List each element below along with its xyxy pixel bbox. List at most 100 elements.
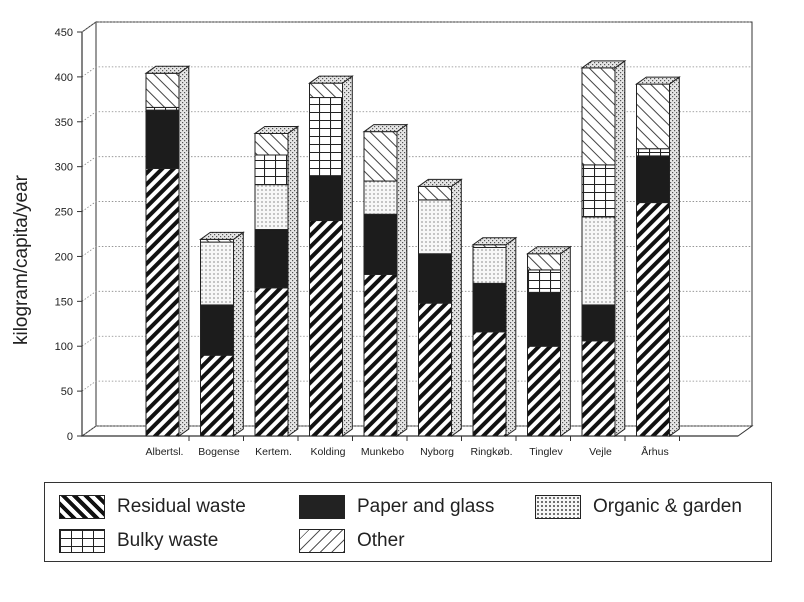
bar-stack-3 [253, 125, 300, 437]
y-gridline [81, 290, 752, 302]
x-tick-label: Kolding [310, 446, 345, 458]
bar-segment [254, 154, 289, 186]
bar-stack-5 [362, 123, 409, 437]
bar-stack-2 [198, 231, 245, 437]
bar-segment [363, 273, 398, 437]
bar-segment [200, 304, 234, 356]
legend-swatch-other [299, 529, 345, 553]
bar-segment [254, 229, 289, 289]
bar-segment [636, 83, 670, 150]
legend-label-other: Other [357, 530, 405, 551]
bar-segment [309, 175, 343, 222]
legend-item-bulky: Bulky waste [59, 529, 218, 553]
legend-item-residual: Residual waste [59, 495, 246, 519]
bar-top-face [580, 60, 627, 69]
bar-segment [418, 302, 452, 437]
bar-segment [472, 331, 507, 437]
bar-top-face [525, 246, 572, 255]
bar-top-face [416, 178, 463, 187]
bar-segment [309, 82, 343, 99]
bar-segment [527, 269, 561, 293]
bar-stack-9 [580, 59, 627, 437]
legend-label-bulky: Bulky waste [117, 530, 219, 551]
x-tick-label: Vejle [589, 446, 612, 458]
y-tick-label: 400 [55, 72, 73, 84]
bar-segment [363, 180, 398, 215]
y-tick-label: 0 [67, 431, 73, 443]
x-tick-label: Kertem. [255, 446, 292, 458]
x-tick-label: Albertsl. [146, 446, 184, 458]
y-tick-label: 150 [55, 296, 73, 308]
bar-segment [200, 354, 234, 437]
legend-label-residual: Residual waste [117, 496, 246, 517]
bar-segment [636, 155, 670, 204]
chart-bars [144, 59, 681, 437]
chart-side-wall [81, 21, 97, 437]
bar-segment [254, 184, 289, 231]
bar-side-face [614, 59, 626, 437]
legend-item-paper: Paper and glass [299, 495, 494, 519]
bar-segment [418, 185, 452, 201]
y-tick-label: 450 [55, 27, 73, 39]
y-gridline [81, 425, 752, 437]
bar-segment [200, 241, 234, 306]
bar-segment [636, 202, 670, 437]
bar-segment [472, 246, 507, 284]
legend-label-organic: Organic & garden [593, 496, 742, 517]
bar-segment [418, 253, 452, 304]
bar-top-face [198, 231, 245, 240]
y-gridline [81, 111, 752, 123]
y-gridline [81, 66, 752, 78]
y-tick-label: 100 [55, 341, 73, 353]
bar-stack-4 [307, 75, 354, 437]
bar-segment [527, 291, 561, 347]
bar-segment [581, 216, 616, 306]
bar-segment [254, 132, 289, 156]
y-tick-label: 250 [55, 207, 73, 219]
y-axis-label: kilogram/capita/year [11, 174, 32, 346]
y-tick-label: 200 [55, 251, 73, 263]
x-tick-label: Bogense [198, 446, 240, 458]
bar-side-face [451, 178, 462, 437]
bar-top-face [144, 65, 191, 74]
bar-segment [145, 109, 180, 169]
bar-segment [581, 67, 616, 166]
bar-top-face [634, 76, 681, 85]
bar-side-face [233, 231, 244, 437]
bar-segment [472, 282, 507, 333]
legend-swatch-bulky [59, 529, 105, 553]
x-tick-label: Ringkøb. [470, 446, 512, 458]
bar-segment [581, 164, 616, 218]
legend-label-paper: Paper and glass [357, 496, 495, 517]
y-gridline [81, 246, 752, 257]
bar-side-face [178, 65, 190, 437]
bar-side-face [396, 123, 408, 437]
bar-stack-8 [525, 245, 572, 437]
y-gridline [81, 380, 752, 392]
y-gridline [81, 201, 752, 212]
y-gridline [81, 156, 752, 167]
bar-segment [636, 148, 670, 157]
bar-segment [527, 253, 561, 271]
y-gridline [81, 21, 752, 33]
x-tick-labels: Albertsl. Bogense Kertem. Kolding Munkebo Nyb… [146, 436, 680, 458]
x-tick-label: Århus [641, 445, 668, 458]
bar-segment [145, 72, 180, 108]
bar-segment [581, 340, 616, 437]
bar-stack-10 [634, 76, 681, 437]
bar-stack-6 [416, 178, 463, 437]
legend-item-organic: Organic & garden [535, 495, 742, 519]
bar-segment [581, 304, 616, 342]
bar-segment [418, 199, 452, 255]
bar-segment [363, 213, 398, 275]
bar-segment [309, 220, 343, 437]
bar-segment [254, 287, 289, 437]
bar-side-face [669, 76, 680, 437]
legend-swatch-residual [59, 495, 105, 519]
x-tick-label: Tinglev [529, 446, 563, 458]
bar-segment [363, 131, 398, 182]
bar-segment [309, 97, 343, 177]
y-tick-label: 350 [55, 117, 73, 129]
legend: Residual waste Paper and glass Organic &… [44, 482, 772, 562]
bar-segment [145, 167, 180, 437]
